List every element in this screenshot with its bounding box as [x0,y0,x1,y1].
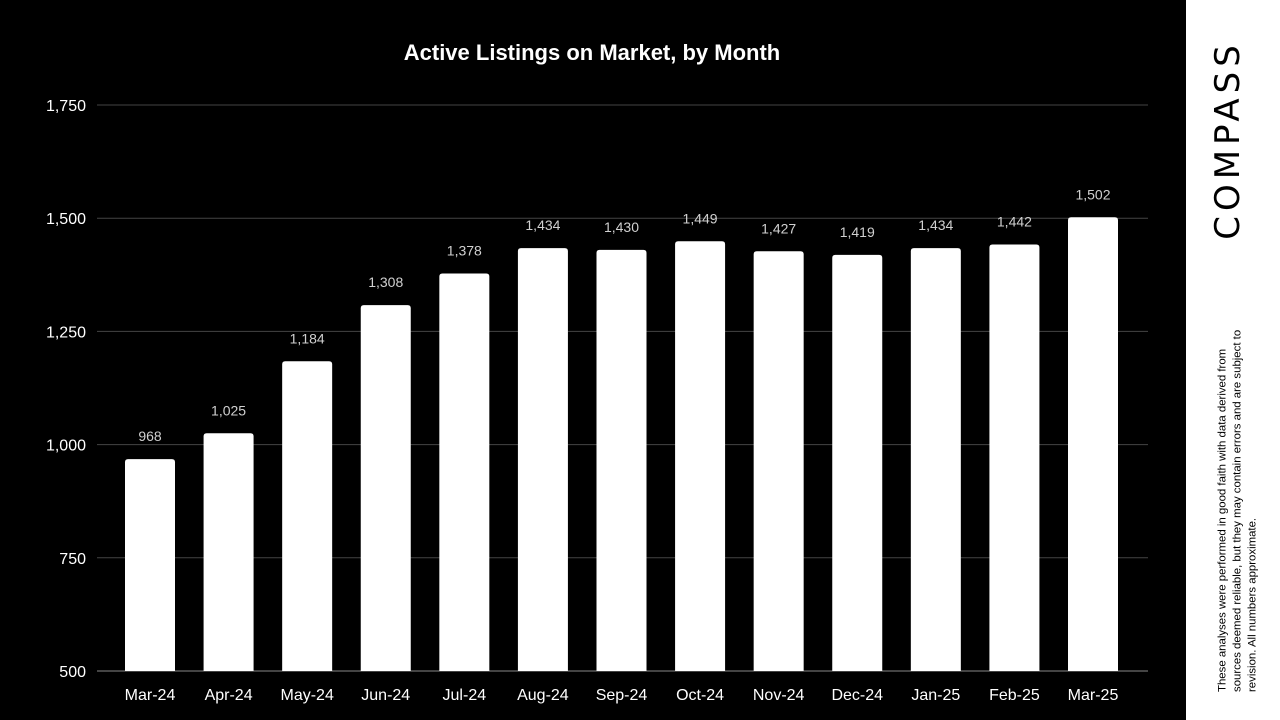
disclaimer-text: These analyses were performed in good fa… [1216,329,1259,692]
data-label: 1,442 [997,213,1032,229]
x-tick-label: Jul-24 [443,687,487,704]
bar-nov-24 [753,251,804,671]
bar-mar-24 [125,459,175,671]
y-tick-label: 1,750 [46,98,86,115]
data-label: 1,184 [290,330,325,346]
y-tick-label: 500 [59,664,86,681]
data-label: 1,430 [604,219,639,235]
x-tick-label: Jan-25 [911,687,960,704]
data-label: 1,427 [761,220,796,236]
bar-jan-25 [910,248,961,672]
data-label: 1,502 [1075,186,1110,202]
chart-title: Active Listings on Market, by Month [404,40,780,65]
data-label: 1,434 [918,217,953,233]
bar-feb-25 [989,244,1040,671]
x-tick-label: Apr-24 [205,687,253,704]
bar-jun-24 [360,305,411,671]
bar-sep-24 [596,249,647,671]
y-tick-label: 1,000 [46,438,86,455]
data-label: 1,025 [211,402,246,418]
y-tick-label: 1,250 [46,324,86,341]
data-label: 1,419 [840,224,875,240]
sidebar [1186,0,1280,720]
y-tick-label: 750 [59,551,86,568]
data-label: 1,449 [683,210,718,226]
bar-may-24 [282,361,333,671]
y-tick-label: 1,500 [46,211,86,228]
bar-chart: Active Listings on Market, by Month 500 7… [46,40,1148,704]
x-tick-label: Mar-25 [1068,687,1119,704]
bar-mar-25 [1068,217,1118,671]
bar-apr-24 [203,433,254,671]
x-tick-label: Nov-24 [753,687,805,704]
x-tick-label: Dec-24 [831,687,883,704]
data-label: 1,434 [525,217,560,233]
x-tick-label: Jun-24 [361,687,410,704]
x-tick-label: Oct-24 [676,687,724,704]
bar-oct-24 [675,241,726,672]
x-tick-label: Mar-24 [125,687,176,704]
x-tick-label: Feb-25 [989,687,1040,704]
bar-jul-24 [439,273,490,671]
data-label: 1,308 [368,274,403,290]
x-tick-label: Aug-24 [517,687,569,704]
compass-logo: COMPASS [1208,40,1248,240]
chart-panel: Active Listings on Market, by Month 500 7… [0,0,1186,720]
data-label: 968 [138,428,162,444]
bar-dec-24 [832,254,883,671]
data-label: 1,378 [447,242,482,258]
bar-aug-24 [517,248,568,672]
x-tick-label: May-24 [280,687,333,704]
x-tick-label: Sep-24 [596,687,648,704]
